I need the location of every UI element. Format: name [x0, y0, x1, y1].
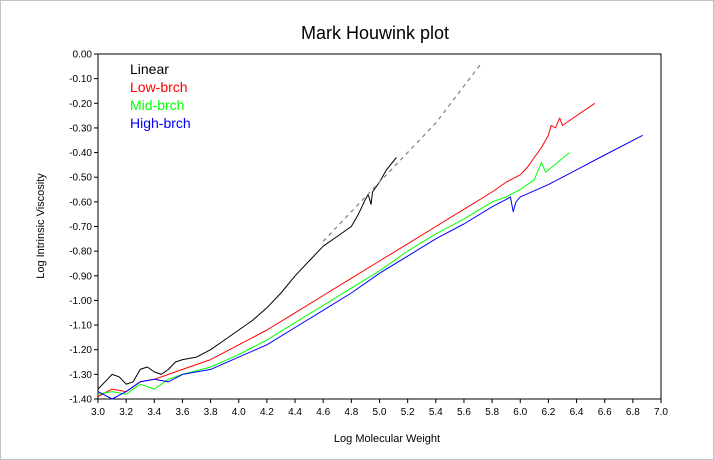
x-tick-label: 3.2	[119, 407, 133, 418]
series-line-high-brch	[97, 134, 643, 400]
series-line-linear	[97, 157, 397, 390]
x-tick-label: 6.8	[626, 407, 640, 418]
x-tick-label: 6.4	[570, 407, 584, 418]
y-tick-label: 0.00	[73, 50, 93, 61]
y-tick-label: -0.60	[69, 197, 92, 208]
x-tick-label: 3.8	[204, 407, 218, 418]
legend-entry-high-brch: High-brch	[130, 115, 191, 131]
x-tick-label: 4.6	[316, 407, 330, 418]
legend-entry-low-brch: Low-brch	[130, 79, 188, 95]
series-layer	[97, 63, 643, 400]
y-tick-label: -1.40	[69, 395, 92, 406]
legend-entry-mid-brch: Mid-brch	[130, 97, 184, 113]
x-tick-label: 4.4	[288, 407, 302, 418]
x-axis-title: Log Molecular Weight	[334, 433, 440, 445]
y-tick-label: -0.70	[69, 222, 92, 233]
y-tick-label: -0.10	[69, 74, 92, 85]
y-tick-label: -1.20	[69, 345, 92, 356]
y-tick-label: -0.20	[69, 99, 92, 110]
y-tick-label: -0.50	[69, 173, 92, 184]
series-line-low-brch	[97, 102, 596, 397]
x-tick-label: 5.2	[401, 407, 415, 418]
y-axis-ticks: 0.00 -0.10 -0.20 -0.30 -0.40 -0.50 -0.60 -0.70 -…	[69, 50, 98, 406]
y-axis-title: Log Intrinsic Viscosity	[35, 173, 47, 279]
series-line-linear-extrapolated	[322, 63, 482, 242]
x-tick-label: 5.0	[373, 407, 387, 418]
x-tick-label: 3.4	[147, 407, 161, 418]
x-tick-label: 4.0	[232, 407, 246, 418]
legend: Linear Low-brch Mid-brch High-brch	[130, 61, 191, 131]
legend-entry-linear: Linear	[130, 61, 169, 77]
x-axis-ticks: 3.0 3.2 3.4 3.6 3.8 4.0 4.2 4.4 4.6 4.8 5.0 5.2 5.4 5…	[91, 399, 668, 418]
series-line-mid-brch	[97, 152, 570, 395]
y-tick-label: -0.40	[69, 148, 92, 159]
x-tick-label: 4.2	[260, 407, 274, 418]
x-tick-label: 3.6	[175, 407, 189, 418]
chart-title: Mark Houwink plot	[301, 23, 449, 43]
x-tick-label: 6.6	[598, 407, 612, 418]
y-tick-label: -1.30	[69, 370, 92, 381]
y-tick-label: -0.90	[69, 271, 92, 282]
x-tick-label: 5.4	[429, 407, 443, 418]
y-tick-label: -0.30	[69, 123, 92, 134]
y-tick-label: -0.80	[69, 247, 92, 258]
y-tick-label: -1.10	[69, 321, 92, 332]
x-tick-label: 7.0	[654, 407, 668, 418]
x-tick-label: 6.0	[513, 407, 527, 418]
x-tick-label: 3.0	[91, 407, 105, 418]
x-tick-label: 5.8	[485, 407, 499, 418]
y-tick-label: -1.00	[69, 296, 92, 307]
x-tick-label: 6.2	[541, 407, 555, 418]
x-tick-label: 4.8	[344, 407, 358, 418]
x-tick-label: 5.6	[457, 407, 471, 418]
